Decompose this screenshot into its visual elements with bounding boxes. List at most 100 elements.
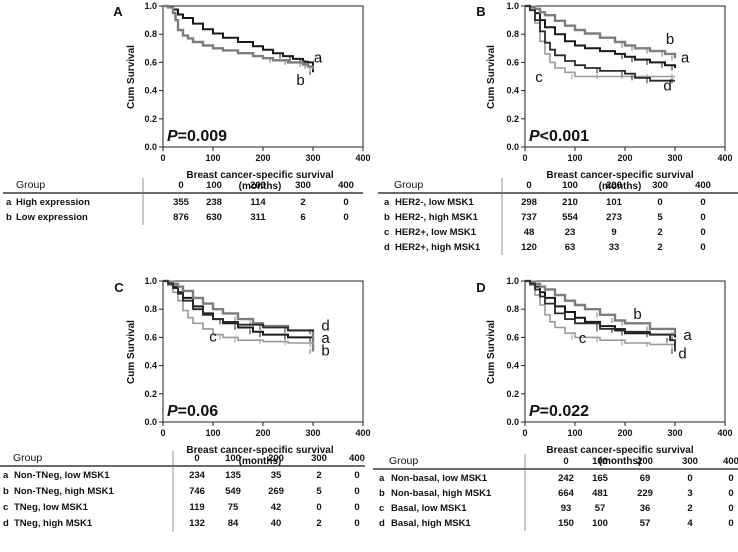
table-cell: 664 [558,488,575,499]
table-row-key: a [3,470,9,481]
y-tick-label: 0.0 [144,142,157,152]
y-tick-label: 0.8 [506,29,519,39]
table-row-key: c [3,502,8,513]
y-tick-label: 0.2 [144,114,157,124]
table-cell: 0 [657,197,662,208]
table-row-label: HER2+, high MSK1 [395,242,481,253]
table-cell: 119 [189,502,204,513]
table-cell: 42 [271,502,282,513]
table-cell: 2 [657,227,662,238]
table-cell: 355 [173,197,190,208]
table-row-label: Basal, low MSK1 [391,503,467,514]
table-header-col: 0 [563,456,568,467]
survival-curve-a [163,280,314,341]
y-tick-label: 0.4 [144,361,157,371]
table-row-label: HER2+, low MSK1 [395,227,477,238]
table-header-col: 200 [606,180,622,191]
x-axis-subtitle: (months) [599,456,642,467]
x-tick-label: 200 [617,153,632,163]
table-cell: 0 [354,486,359,497]
table-row-label: HER2-, low MSK1 [395,197,474,208]
y-tick-label: 0.2 [506,389,519,399]
curve-label-b: b [321,343,329,360]
x-tick-label: 400 [717,153,732,163]
x-tick-label: 100 [205,153,220,163]
y-tick-label: 1.0 [144,1,157,11]
table-row-key: b [384,212,390,223]
table-cell: 0 [343,197,348,208]
table-cell: 234 [189,470,206,481]
table-header-group: Group [394,179,423,191]
table-cell: 2 [300,197,305,208]
x-tick-label: 200 [255,428,270,438]
y-tick-label: 1.0 [506,1,519,11]
curve-label-c: c [209,329,217,346]
x-tick-label: 100 [205,428,220,438]
table-cell: 6 [300,212,305,223]
p-value-text: =0.06 [178,403,219,420]
p-value: P=0.022 [529,403,589,420]
table-cell: 0 [354,518,359,529]
y-tick-label: 0.6 [506,332,519,342]
table-cell: 75 [228,502,239,513]
plot-frame [162,5,364,148]
table-cell: 0 [354,502,359,513]
table-row-key: d [379,518,385,529]
table-cell: 4 [687,518,693,529]
x-tick-label: 200 [255,153,270,163]
curve-label-b: b [666,31,674,48]
table-cell: 63 [565,242,576,253]
table-row-label: TNeg, low MSK1 [14,502,89,513]
table-row-key: b [6,212,12,223]
p-value-text: <0.001 [540,128,589,145]
x-axis-subtitle: (months) [239,181,282,192]
table-row-label: High expression [16,197,90,208]
table-row-label: HER2-, high MSK1 [395,212,479,223]
table-cell: 876 [173,212,189,223]
table-cell: 100 [592,518,608,529]
table-cell: 2 [657,242,662,253]
table-cell: 630 [206,212,222,223]
table-row: d TNeg, high MSK1 132 84 40 2 0 [3,518,360,529]
table-header-col: 100 [225,453,241,464]
x-tick-label: 400 [717,428,732,438]
curve-label-a: a [321,330,330,347]
table-cell: 0 [316,502,321,513]
panel-letter: A [113,4,123,19]
table-cell: 0 [728,488,733,499]
table-row-key: a [384,197,390,208]
table-cell: 165 [592,473,609,484]
table-cell: 48 [524,227,535,238]
x-axis-title: Breast cancer-specific survival [186,170,334,181]
table-cell: 269 [268,486,284,497]
y-axis-title: Cum Survival [486,320,497,384]
x-tick-label: 200 [617,428,632,438]
table-cell: 120 [521,242,537,253]
survival-curve-b [525,4,677,59]
x-tick-label: 300 [667,153,682,163]
survival-curve-d [525,280,676,352]
table-cell: 0 [700,212,705,223]
p-value-text: =0.009 [178,128,227,145]
table-cell: 0 [343,212,348,223]
table-cell: 57 [640,518,651,529]
table-cell: 0 [354,470,359,481]
y-axis-title: Cum Survival [126,320,137,384]
survival-curve-c [525,280,676,348]
table-cell: 5 [657,212,663,223]
table-row-key: c [384,227,389,238]
table-row: b HER2-, high MSK1 737 554 273 5 0 [384,212,706,223]
x-axis-title: Breast cancer-specific survival [546,445,694,456]
table-row-label: Non-basal, high MSK1 [391,488,492,499]
table-header-col: 400 [338,180,354,191]
table-cell: 2 [316,518,321,529]
table-cell: 40 [271,518,282,529]
survival-curve-d [525,5,675,82]
table-cell: 0 [728,473,733,484]
table-row: a HER2-, low MSK1 298 210 101 0 0 [384,197,706,208]
